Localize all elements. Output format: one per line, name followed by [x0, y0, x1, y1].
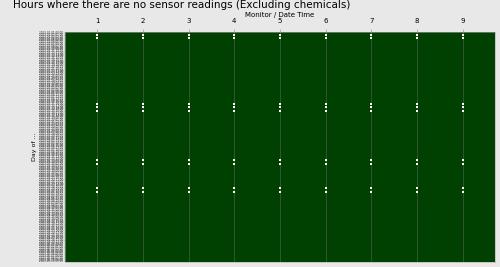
Point — [139, 162, 147, 166]
Point — [322, 158, 330, 162]
Point — [368, 33, 376, 37]
Point — [276, 108, 284, 113]
Point — [230, 101, 238, 106]
Point — [413, 158, 421, 162]
X-axis label: Monitor / Date Time: Monitor / Date Time — [246, 12, 314, 18]
Point — [368, 162, 376, 166]
Point — [93, 186, 101, 190]
Point — [459, 105, 467, 109]
Point — [93, 158, 101, 162]
Point — [93, 108, 101, 113]
Point — [322, 33, 330, 37]
Point — [459, 186, 467, 190]
Point — [413, 36, 421, 40]
Point — [93, 33, 101, 37]
Point — [413, 162, 421, 166]
Point — [230, 162, 238, 166]
Point — [184, 158, 192, 162]
Point — [184, 162, 192, 166]
Point — [459, 108, 467, 113]
Point — [276, 101, 284, 106]
Point — [230, 190, 238, 194]
Point — [413, 190, 421, 194]
Point — [413, 108, 421, 113]
Point — [368, 101, 376, 106]
Point — [139, 186, 147, 190]
Point — [322, 101, 330, 106]
Point — [368, 158, 376, 162]
Point — [459, 36, 467, 40]
Point — [139, 158, 147, 162]
Text: Hours where there are no sensor readings (Excluding chemicals): Hours where there are no sensor readings… — [14, 0, 351, 10]
Point — [230, 36, 238, 40]
Point — [93, 101, 101, 106]
Point — [322, 36, 330, 40]
Point — [368, 105, 376, 109]
Point — [139, 190, 147, 194]
Point — [276, 162, 284, 166]
Point — [368, 190, 376, 194]
Point — [184, 105, 192, 109]
Point — [276, 105, 284, 109]
Point — [413, 186, 421, 190]
Point — [93, 105, 101, 109]
Point — [413, 105, 421, 109]
Point — [139, 105, 147, 109]
Point — [184, 108, 192, 113]
Point — [230, 186, 238, 190]
Point — [322, 105, 330, 109]
Point — [139, 33, 147, 37]
Point — [459, 158, 467, 162]
Point — [368, 36, 376, 40]
Point — [368, 108, 376, 113]
Point — [230, 108, 238, 113]
Point — [139, 101, 147, 106]
Point — [413, 33, 421, 37]
Point — [459, 33, 467, 37]
Point — [322, 186, 330, 190]
Point — [230, 158, 238, 162]
Point — [276, 186, 284, 190]
Point — [459, 101, 467, 106]
Point — [139, 36, 147, 40]
Point — [413, 101, 421, 106]
Point — [368, 186, 376, 190]
Point — [322, 162, 330, 166]
Point — [322, 108, 330, 113]
Point — [93, 162, 101, 166]
Point — [139, 108, 147, 113]
Point — [184, 33, 192, 37]
Point — [184, 186, 192, 190]
Point — [230, 33, 238, 37]
Y-axis label: Day of ...: Day of ... — [32, 133, 38, 161]
Point — [184, 36, 192, 40]
Point — [184, 190, 192, 194]
Point — [276, 190, 284, 194]
Point — [322, 190, 330, 194]
Point — [459, 190, 467, 194]
Point — [276, 158, 284, 162]
Point — [459, 162, 467, 166]
Point — [93, 36, 101, 40]
Point — [276, 33, 284, 37]
Point — [276, 36, 284, 40]
Point — [184, 101, 192, 106]
Point — [93, 190, 101, 194]
Point — [230, 105, 238, 109]
